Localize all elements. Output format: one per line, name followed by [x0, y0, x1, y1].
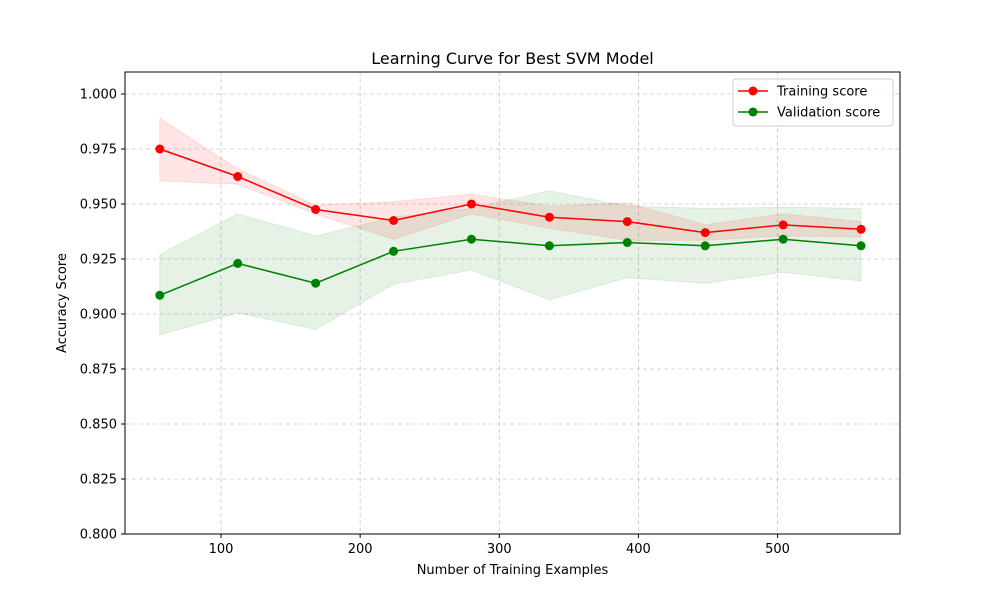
y-tick-label: 0.975	[80, 143, 117, 158]
training-score-point	[856, 224, 866, 234]
training-score-point	[700, 228, 710, 238]
training-score-point	[466, 199, 476, 209]
axis-ticks: 100 200 300 400 500 0.800 0.825 0.850 0.875 0.900…	[80, 88, 790, 558]
training-score-point	[778, 220, 788, 230]
validation-score-point	[311, 278, 321, 288]
x-tick-label: 300	[487, 542, 512, 557]
y-tick-label: 0.900	[80, 308, 117, 323]
validation-score-line	[159, 238, 862, 296]
legend-validation-marker	[748, 107, 758, 117]
y-tick-label: 0.825	[80, 473, 117, 488]
training-score-point	[155, 144, 165, 154]
legend-training-label: Training score	[776, 85, 867, 100]
grid-layer	[125, 72, 900, 535]
training-score-point	[544, 212, 554, 222]
y-axis-label: Accuracy Score	[55, 253, 70, 353]
x-tick-label: 400	[626, 542, 651, 557]
training-score-point	[233, 172, 243, 181]
training-score-band	[159, 117, 862, 241]
y-tick-label: 0.850	[80, 418, 117, 433]
y-tick-label: 0.875	[80, 363, 117, 378]
plot-area-frame	[124, 71, 901, 535]
legend: Training score Validation score	[732, 78, 894, 127]
validation-score-point	[155, 290, 165, 300]
validation-score-point	[544, 241, 554, 251]
x-tick-label: 100	[209, 542, 234, 557]
validation-score-point	[856, 241, 866, 251]
x-tick-label: 200	[348, 542, 373, 557]
validation-score-point	[622, 238, 632, 247]
x-axis-label: Number of Training Examples	[417, 563, 609, 578]
y-tick-label: 0.950	[80, 198, 117, 213]
series-lines	[159, 148, 862, 296]
y-tick-label: 0.800	[80, 528, 117, 543]
training-score-line	[159, 148, 862, 234]
validation-score-point	[233, 258, 243, 268]
x-tick-label: 500	[765, 542, 790, 557]
chart-title: Learning Curve for Best SVM Model	[371, 49, 653, 68]
validation-score-point	[466, 234, 476, 244]
training-score-point	[389, 216, 399, 225]
legend-box	[732, 78, 894, 127]
legend-validation-label: Validation score	[777, 106, 880, 121]
y-tick-label: 1.000	[80, 88, 117, 103]
validation-score-point	[700, 241, 710, 251]
y-tick-label: 0.925	[80, 253, 117, 268]
legend-training-marker	[748, 86, 758, 96]
series-markers	[155, 144, 866, 300]
validation-score-point	[778, 234, 788, 244]
training-score-point	[622, 217, 632, 227]
training-score-point	[311, 205, 321, 214]
validation-score-point	[389, 246, 399, 256]
